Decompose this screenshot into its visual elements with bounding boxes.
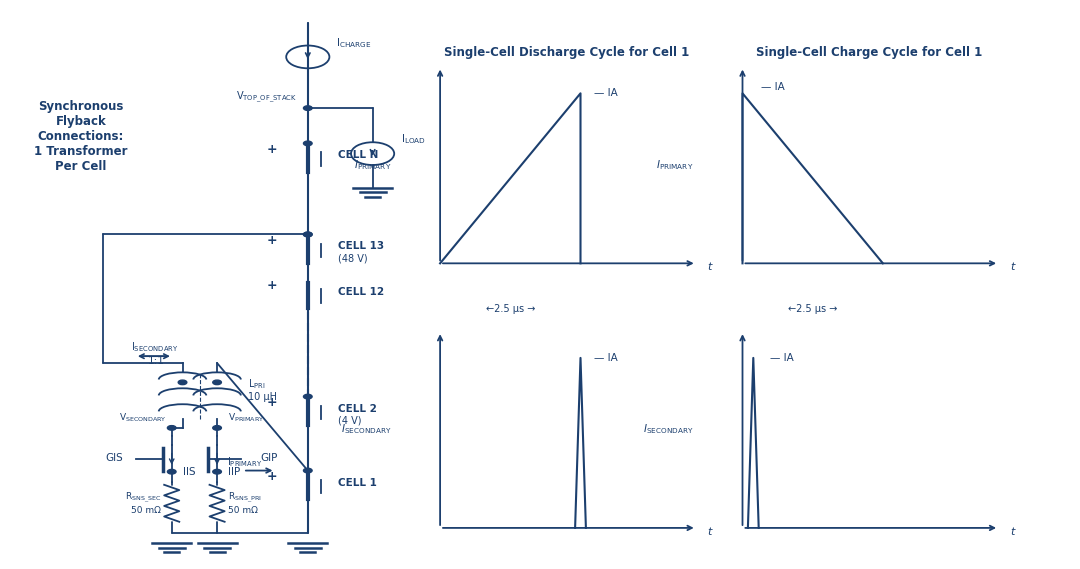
Text: IIS: IIS bbox=[183, 467, 195, 477]
Text: t: t bbox=[1010, 262, 1014, 273]
Text: I$_{\rm SECONDARY}$: I$_{\rm SECONDARY}$ bbox=[131, 340, 178, 354]
Text: I$_{\rm PRIMARY}$: I$_{\rm PRIMARY}$ bbox=[354, 158, 391, 172]
Text: +: + bbox=[267, 470, 278, 483]
Circle shape bbox=[213, 426, 221, 430]
Circle shape bbox=[167, 469, 176, 474]
Text: ←2.5 µs →: ←2.5 µs → bbox=[788, 304, 837, 314]
Text: CELL 13: CELL 13 bbox=[338, 241, 384, 251]
Title: Single-Cell Discharge Cycle for Cell 1: Single-Cell Discharge Cycle for Cell 1 bbox=[444, 46, 690, 59]
Text: V$_{\rm PRIMARY}$: V$_{\rm PRIMARY}$ bbox=[228, 411, 265, 424]
Text: t: t bbox=[707, 262, 712, 273]
Text: ←2.5 µs →: ←2.5 µs → bbox=[486, 304, 535, 314]
Text: I$_{\rm PRIMARY}$: I$_{\rm PRIMARY}$ bbox=[227, 455, 262, 469]
Text: CELL 12: CELL 12 bbox=[338, 287, 384, 297]
Text: V$_{\rm TOP\_OF\_STACK}$: V$_{\rm TOP\_OF\_STACK}$ bbox=[237, 90, 297, 105]
Text: R$_{\rm SNS\_PRI}$
50 mΩ: R$_{\rm SNS\_PRI}$ 50 mΩ bbox=[228, 490, 261, 516]
Text: 1:1: 1:1 bbox=[148, 356, 165, 366]
Text: L$_{\rm PRI}$
10 µH: L$_{\rm PRI}$ 10 µH bbox=[248, 377, 278, 402]
Text: R$_{\rm SNS\_SEC}$
50 mΩ: R$_{\rm SNS\_SEC}$ 50 mΩ bbox=[124, 490, 161, 516]
Text: +: + bbox=[267, 396, 278, 409]
Text: t: t bbox=[1010, 527, 1014, 537]
Text: Synchronous
Flyback
Connections:
1 Transformer
Per Cell: Synchronous Flyback Connections: 1 Trans… bbox=[35, 100, 127, 173]
Title: Single-Cell Charge Cycle for Cell 1: Single-Cell Charge Cycle for Cell 1 bbox=[756, 46, 983, 59]
Circle shape bbox=[178, 380, 187, 385]
Text: — IA: — IA bbox=[594, 88, 618, 98]
Circle shape bbox=[213, 380, 221, 385]
Circle shape bbox=[303, 232, 312, 237]
Circle shape bbox=[303, 468, 312, 473]
Circle shape bbox=[213, 469, 221, 474]
Text: CELL 2: CELL 2 bbox=[338, 403, 377, 414]
Text: t: t bbox=[707, 527, 712, 537]
Text: IIP: IIP bbox=[228, 467, 240, 477]
Text: GIS: GIS bbox=[106, 453, 123, 463]
Text: I$_{\rm CHARGE}$: I$_{\rm CHARGE}$ bbox=[336, 36, 372, 50]
Text: (48 V): (48 V) bbox=[338, 253, 367, 263]
Text: I$_{\rm SECONDARY}$: I$_{\rm SECONDARY}$ bbox=[644, 423, 694, 436]
Text: CELL N: CELL N bbox=[338, 150, 378, 160]
Circle shape bbox=[303, 141, 312, 146]
Text: +: + bbox=[267, 234, 278, 246]
Text: — IA: — IA bbox=[594, 353, 618, 363]
Text: — IA: — IA bbox=[770, 353, 793, 363]
Text: — IA: — IA bbox=[761, 82, 785, 92]
Text: I$_{\rm LOAD}$: I$_{\rm LOAD}$ bbox=[401, 133, 426, 146]
Text: I$_{\rm SECONDARY}$: I$_{\rm SECONDARY}$ bbox=[341, 423, 391, 436]
Circle shape bbox=[167, 426, 176, 430]
Circle shape bbox=[303, 394, 312, 399]
Text: V$_{\rm SECONDARY}$: V$_{\rm SECONDARY}$ bbox=[119, 411, 166, 424]
Circle shape bbox=[303, 232, 312, 237]
Text: I$_{\rm PRIMARY}$: I$_{\rm PRIMARY}$ bbox=[657, 158, 694, 172]
Text: +: + bbox=[267, 279, 278, 292]
Text: GIP: GIP bbox=[260, 453, 278, 463]
Text: (4 V): (4 V) bbox=[338, 415, 362, 426]
Text: +: + bbox=[267, 143, 278, 155]
Circle shape bbox=[303, 106, 312, 110]
Text: CELL 1: CELL 1 bbox=[338, 477, 377, 488]
